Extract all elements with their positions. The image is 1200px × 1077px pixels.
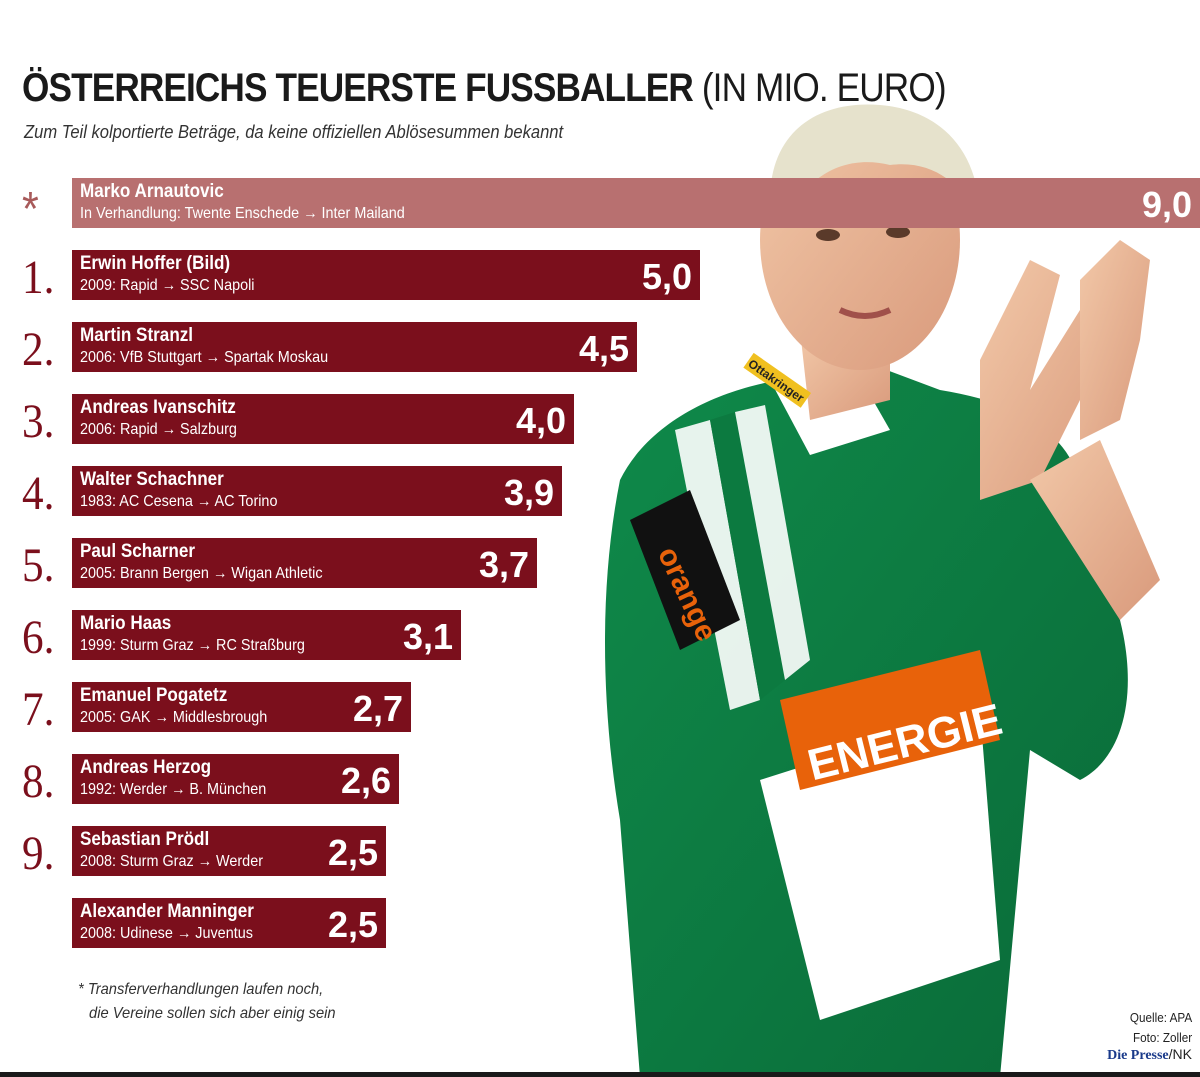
bar-player-name: Sebastian Prödl [80, 829, 210, 850]
rank-label: 4. [22, 467, 55, 520]
brand-logo: Die Presse [1107, 1048, 1169, 1063]
rank-label: 7. [22, 683, 55, 736]
bar-value-label: 4,5 [578, 328, 629, 369]
source-photo: Foto: Zoller [1132, 1030, 1192, 1045]
rank-label: 8. [22, 755, 55, 808]
bar-transfer-detail: 1999: Sturm Graz → RC Straßburg [80, 637, 305, 654]
bar-transfer-detail: 2009: Rapid → SSC Napoli [80, 277, 255, 294]
bar-transfer-detail: 2008: Udinese → Juventus [80, 925, 253, 942]
bar-player-name: Walter Schachner [80, 469, 224, 490]
rank-label: 3. [22, 395, 55, 448]
bar: Marko Arnautovic In Verhandlung: Twente E… [72, 178, 1200, 228]
bar: Mario Haas 1999: Sturm Graz → RC Straßbur… [72, 610, 461, 660]
footnote: * Transferverhandlungen laufen noch, die… [78, 978, 336, 1026]
bar-transfer-detail: 1992: Werder → B. München [80, 781, 267, 798]
bar-player-name: Marko Arnautovic [80, 181, 224, 202]
bar-value-label: 5,0 [641, 256, 692, 297]
bar-value-label: 3,9 [503, 472, 554, 513]
rank-label: 9. [22, 827, 55, 880]
bar-player-name: Erwin Hoffer (Bild) [80, 253, 231, 274]
rank-label: 5. [22, 539, 55, 592]
bar: Walter Schachner 1983: AC Cesena → AC Tor… [72, 466, 562, 516]
footnote-line-2: die Vereine sollen sich aber einig sein [89, 1005, 336, 1022]
player-photo: ENERGIE orange Ottakringer [605, 104, 1160, 1077]
bar-value-label: 2,5 [327, 904, 378, 945]
author-initials: /NK [1168, 1046, 1192, 1062]
footnote-line-1: * Transferverhandlungen laufen noch, [78, 981, 324, 998]
source-block: Quelle: APA Foto: Zoller [1130, 1008, 1192, 1048]
bar-player-name: Mario Haas [80, 613, 172, 634]
chart-title: ÖSTERREICHS TEUERSTE FUSSBALLER (IN MIO.… [22, 66, 947, 111]
bar-transfer-detail: 1983: AC Cesena → AC Torino [80, 493, 278, 510]
title-unit: (IN MIO. EURO) [701, 66, 947, 110]
bar: Emanuel Pogatetz 2005: GAK → Middlesbroug… [72, 682, 411, 732]
bar-player-name: Martin Stranzl [80, 325, 194, 346]
title-main: ÖSTERREICHS TEUERSTE FUSSBALLER [22, 66, 694, 110]
bar-player-name: Andreas Herzog [80, 757, 212, 778]
bar-value-label: 9,0 [1141, 184, 1192, 225]
source-apa: Quelle: APA [1129, 1010, 1192, 1025]
bar-transfer-detail: 2008: Sturm Graz → Werder [80, 853, 263, 870]
bar-transfer-detail: 2005: GAK → Middlesbrough [80, 709, 268, 726]
bar: Martin Stranzl 2006: VfB Stuttgart → Spar… [72, 322, 637, 372]
bar-transfer-detail: 2006: VfB Stuttgart → Spartak Moskau [80, 349, 329, 366]
bar-transfer-detail: 2005: Brann Bergen → Wigan Athletic [80, 565, 323, 582]
rank-label: 6. [22, 611, 55, 664]
bar: Sebastian Prödl 2008: Sturm Graz → Werder… [72, 826, 386, 876]
rank-label: 2. [22, 323, 55, 376]
bar-transfer-detail: 2006: Rapid → Salzburg [80, 421, 237, 438]
chart-subtitle: Zum Teil kolportierte Beträge, da keine … [24, 122, 564, 142]
rank-label: * [22, 183, 39, 236]
bar-player-name: Andreas Ivanschitz [80, 397, 236, 418]
rank-label: 1. [22, 251, 55, 304]
bar: Paul Scharner 2005: Brann Bergen → Wigan … [72, 538, 537, 588]
bar-value-label: 3,1 [402, 616, 453, 657]
bar-player-name: Alexander Manninger [80, 901, 254, 922]
bar-value-label: 2,5 [327, 832, 378, 873]
bar: Andreas Herzog 1992: Werder → B. München 2… [72, 754, 399, 804]
bar-value-label: 4,0 [515, 400, 566, 441]
bar-value-label: 2,7 [352, 688, 403, 729]
bar-value-label: 2,6 [340, 760, 391, 801]
bar: Erwin Hoffer (Bild) 2009: Rapid → SSC Nap… [72, 250, 700, 300]
bar: Andreas Ivanschitz 2006: Rapid → Salzburg… [72, 394, 574, 444]
brand-credit: Die Presse/NK [1107, 1046, 1192, 1064]
bottom-rule [0, 1072, 1200, 1077]
bar-value-label: 3,7 [478, 544, 529, 585]
bar-player-name: Paul Scharner [80, 541, 196, 562]
bar-transfer-detail: In Verhandlung: Twente Enschede → Inter … [80, 205, 405, 222]
bar-player-name: Emanuel Pogatetz [80, 685, 228, 706]
bar: Alexander Manninger 2008: Udinese → Juven… [72, 898, 386, 948]
